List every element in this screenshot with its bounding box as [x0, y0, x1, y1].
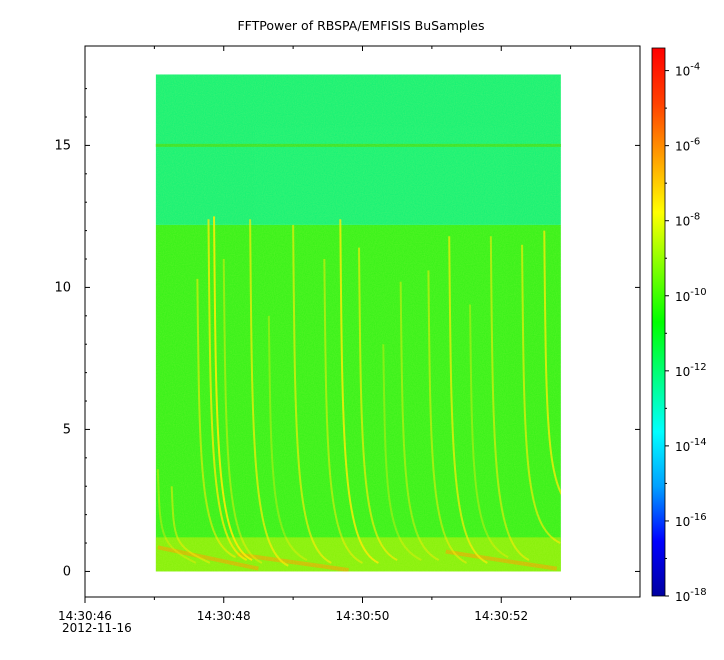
x-axis: 14:30:46 14:30:48 14:30:50 14:30:52: [58, 46, 572, 623]
x-tick-label: 14:30:50: [336, 609, 390, 623]
colorbar-tick-label: 10-8: [675, 212, 700, 229]
colorbar-tick-label: 10-14: [675, 437, 707, 454]
x-tick-label: 14:30:46: [58, 609, 112, 623]
y-axis: 0 5 10 15: [54, 88, 640, 579]
colorbar-tick-label: 10-12: [675, 362, 707, 379]
y-tick-label: 15: [54, 138, 71, 153]
colorbar-tick-label: 10-16: [675, 512, 707, 529]
colorbar-tick-label: 10-10: [675, 287, 707, 304]
spectrogram-data: [155, 74, 561, 572]
x-tick-label: 14:30:48: [197, 609, 251, 623]
colorbar-tick-label: 10-4: [675, 62, 700, 79]
colorbar-tick-label: 10-6: [675, 137, 700, 154]
colorbar-tick-label: 10-18: [675, 587, 707, 604]
colorbar: 10-4 10-6 10-8 10-10 10-12 10-14 10-16 10-18: [651, 47, 707, 604]
chart-title: FFTPower of RBSPA/EMFISIS BuSamples: [237, 18, 484, 33]
x-tick-label: 14:30:52: [474, 609, 528, 623]
spectrogram-noise: [155, 74, 561, 572]
plot-area: [84, 45, 641, 598]
colorbar-scale: [651, 47, 666, 597]
y-tick-label: 0: [63, 564, 71, 579]
y-tick-label: 5: [63, 422, 71, 437]
x-axis-date-label: 2012-11-16: [62, 621, 132, 635]
y-tick-label: 10: [54, 280, 71, 295]
